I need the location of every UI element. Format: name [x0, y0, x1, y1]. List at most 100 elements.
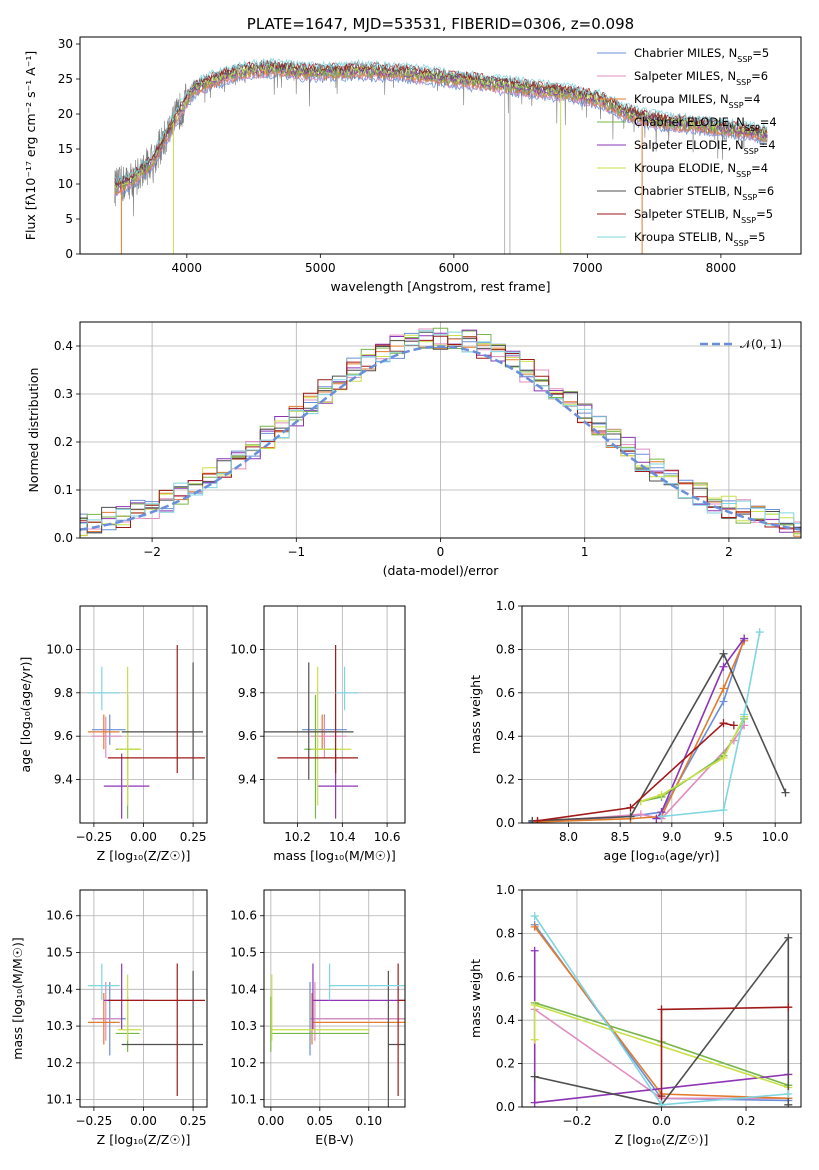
- point-kroupa-miles: [87, 714, 120, 750]
- x-tick-label: 0.00: [257, 1114, 284, 1128]
- y-tick-label: 10.6: [230, 909, 257, 923]
- histogram-salpeter-stelib: [80, 335, 801, 533]
- y-tick-label: 20: [58, 107, 73, 121]
- legend-label: Chabrier STELIB, NSSP=6: [634, 184, 774, 202]
- panel-age_vs_Z: −0.25 0.00 0.25 9.4 9.6 9.8 10.0 Z [log₁₀(Z/Z☉)…: [18, 605, 208, 863]
- point-kroupa-miles: [311, 992, 405, 1045]
- point-kroupa-stelib: [87, 963, 120, 1001]
- x-tick-label: 0.2: [736, 1114, 755, 1128]
- normal-curve: [80, 345, 801, 531]
- axes-frame: [79, 321, 802, 539]
- x-tick-label: 4000: [172, 261, 203, 275]
- point-salpeter-stelib: [277, 645, 358, 774]
- chart-title: PLATE=1647, MJD=53531, FIBERID=0306, z=0…: [247, 15, 634, 33]
- point-kroupa-elodie: [117, 666, 142, 806]
- y-tick-label: 0.0: [496, 816, 515, 830]
- y-tick-label: 10.2: [46, 1056, 73, 1070]
- y-tick-label: 10.1: [230, 1093, 257, 1107]
- series-line: [661, 631, 761, 818]
- legend-label: 𝒩(0, 1): [740, 337, 782, 351]
- x-tick-label: 9.5: [714, 830, 733, 844]
- data-point: [784, 1003, 793, 1012]
- axes-frame: [521, 889, 802, 1108]
- x-tick-label: 10.4: [329, 830, 356, 844]
- data-point: [530, 1072, 539, 1081]
- x-axis-label: E(B-V): [315, 1132, 354, 1147]
- x-tick-label: 9.0: [662, 830, 681, 844]
- x-axis-label: Z [log₁₀(Z/Z☉)]: [97, 1132, 191, 1147]
- x-axis-label: Z [log₁₀(Z/Z☉)]: [97, 848, 191, 863]
- x-tick-label: −1: [287, 545, 305, 559]
- point-chabrier-stelib: [264, 662, 354, 780]
- x-tick-label: 2: [725, 545, 733, 559]
- point-salpeter-miles: [91, 716, 122, 758]
- model-line-salpeter-elodie: [114, 64, 768, 190]
- axes-frame: [521, 605, 802, 824]
- data-point: [533, 816, 542, 823]
- panel-mass_vs_Z: −0.25 0.00 0.25 10.1 10.2 10.3 10.4 10.5 10.6 Z […: [10, 889, 208, 1147]
- data-point: [755, 628, 764, 637]
- y-axis-label: mass weight: [468, 959, 483, 1038]
- y-tick-label: 10.0: [46, 642, 73, 656]
- series-line: [534, 935, 790, 1106]
- point-salpeter-miles: [91, 981, 122, 1041]
- y-tick-label: 15: [58, 142, 73, 156]
- y-tick-label: 0.0: [496, 1100, 515, 1114]
- data-point: [530, 922, 539, 931]
- series-salpeter-stelib: [533, 719, 738, 823]
- x-axis-label: mass [log₁₀(M/M☉)]: [273, 848, 395, 863]
- x-tick-label: 0.25: [180, 830, 207, 844]
- point-chabrier-stelib: [121, 662, 204, 780]
- series-salpeter-elodie: [652, 634, 749, 823]
- point-salpeter-miles: [311, 716, 347, 758]
- x-tick-label: −0.25: [76, 1114, 113, 1128]
- y-tick-label: 1.0: [496, 883, 515, 897]
- point-chabrier-miles: [91, 714, 126, 745]
- panel-age_vs_mass: 10.2 10.4 10.6 9.4 9.6 9.8 10.0 mass [log₁₀(M/M…: [230, 605, 406, 863]
- point-chabrier-stelib: [121, 970, 204, 1107]
- point-kroupa-stelib: [335, 666, 358, 711]
- data-point: [657, 790, 666, 799]
- point-salpeter-elodie: [103, 753, 150, 819]
- panel-mass_weight_vs_Z: −0.2 0.0 0.2 0.0 0.2 0.4 0.6 0.8 1.0 Z [log₁₀(Z/Z…: [468, 883, 802, 1147]
- series-line: [537, 722, 734, 822]
- y-tick-label: 0.4: [54, 339, 73, 353]
- x-tick-label: 0.00: [130, 830, 157, 844]
- y-tick-label: 10.0: [230, 642, 257, 656]
- legend-label: Kroupa MILES, NSSP=4: [634, 92, 760, 110]
- legend: Chabrier MILES, NSSP=5 Salpeter MILES, NS…: [597, 46, 777, 248]
- x-axis-label: Z [log₁₀(Z/Z☉)]: [615, 1132, 709, 1147]
- data-point: [657, 1005, 666, 1014]
- panel-residuals: −2 −1 0 1 2 0.0 0.1 0.2 0.3 0.4 (data-model)/error…: [26, 321, 802, 578]
- y-tick-label: 0.8: [496, 926, 515, 940]
- series-chabrier-stelib: [528, 649, 790, 823]
- y-tick-label: 0.6: [496, 686, 515, 700]
- y-tick-label: 5: [65, 212, 73, 226]
- x-tick-label: 5000: [305, 261, 336, 275]
- data-point: [657, 1092, 666, 1101]
- legend-label: Chabrier ELODIE, NSSP=4: [634, 115, 777, 133]
- axes-frame: [79, 605, 208, 824]
- data-point: [740, 710, 749, 719]
- data-point: [530, 912, 539, 921]
- data-point: [729, 721, 738, 730]
- axes-frame: [263, 605, 406, 824]
- data-point: [652, 814, 661, 823]
- x-tick-label: 8.0: [559, 830, 578, 844]
- x-axis-label: (data-model)/error: [383, 563, 500, 578]
- series-kroupa-stelib: [530, 912, 793, 1107]
- y-tick-label: 0.6: [496, 970, 515, 984]
- axes-frame: [79, 889, 208, 1108]
- x-tick-label: −0.25: [76, 830, 113, 844]
- y-tick-label: 10.3: [46, 1019, 73, 1033]
- y-tick-label: 0.8: [496, 642, 515, 656]
- x-tick-label: −2: [143, 545, 161, 559]
- x-tick-label: 10.0: [762, 830, 789, 844]
- data-point: [719, 662, 728, 671]
- y-tick-label: 0.4: [496, 1013, 515, 1027]
- series-salpeter-stelib: [657, 1003, 793, 1101]
- series-line: [640, 716, 745, 803]
- x-tick-label: 0.05: [306, 1114, 333, 1128]
- y-tick-label: 0.2: [496, 773, 515, 787]
